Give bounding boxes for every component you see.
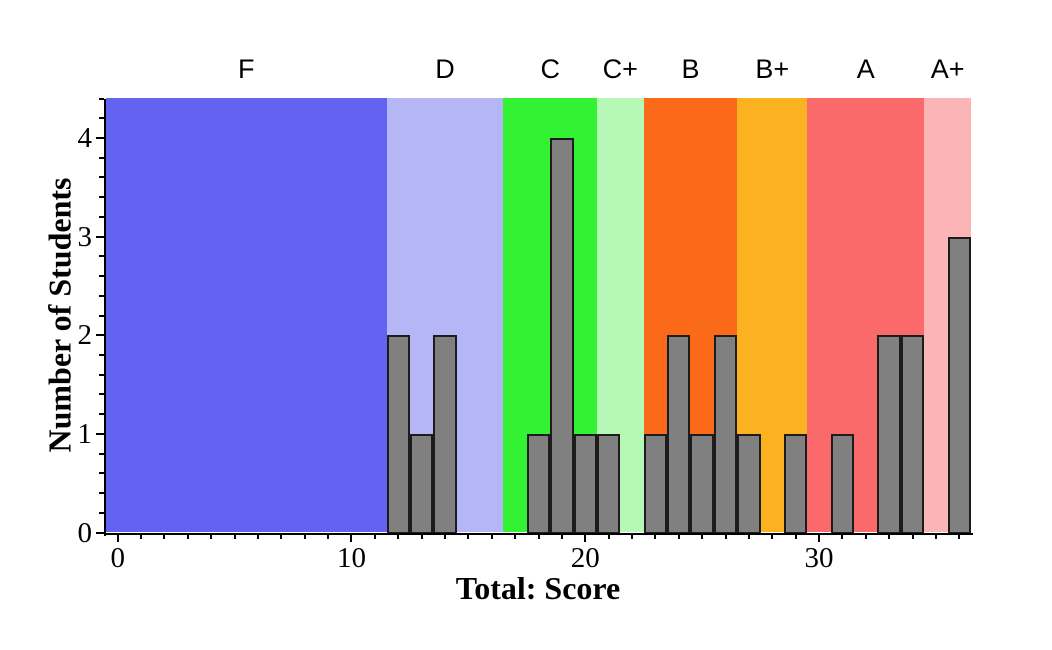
histogram-bar-score-29 <box>783 433 808 535</box>
histogram-bar-score-33 <box>877 335 901 535</box>
x-minor-tick <box>163 534 166 539</box>
y-major-tick <box>96 432 104 435</box>
y-minor-tick <box>99 255 104 258</box>
x-minor-tick <box>771 534 774 539</box>
histogram-bar-score-24 <box>667 335 691 535</box>
grade-label-d: D <box>435 54 455 84</box>
x-minor-tick <box>934 534 937 539</box>
histogram-bar-score-23 <box>643 433 668 535</box>
y-minor-tick <box>99 294 104 297</box>
histogram-bar-score-18 <box>526 433 551 535</box>
y-tick-label-0: 0 <box>77 516 93 549</box>
x-major-tick <box>584 534 587 542</box>
y-minor-tick <box>99 492 104 495</box>
x-minor-tick <box>373 534 376 539</box>
x-tick-label-20: 20 <box>570 542 600 574</box>
histogram-bar-score-25 <box>690 433 714 535</box>
histogram-bar-score-31 <box>830 433 855 535</box>
histogram-bar-score-13 <box>409 433 434 535</box>
x-minor-tick <box>233 534 236 539</box>
y-major-tick <box>96 136 104 139</box>
x-minor-tick <box>186 534 189 539</box>
x-minor-tick <box>467 534 470 539</box>
y-minor-tick <box>99 176 104 179</box>
grade-label-a: A <box>856 54 875 84</box>
y-major-tick <box>96 531 104 534</box>
grade-label-a-plus: A+ <box>930 54 965 84</box>
y-major-tick <box>96 334 104 337</box>
y-minor-tick <box>99 314 104 317</box>
y-minor-tick <box>99 393 104 396</box>
x-minor-tick <box>443 534 446 539</box>
x-minor-tick <box>280 534 283 539</box>
x-minor-tick <box>210 534 213 539</box>
grade-band-f <box>106 98 387 532</box>
x-minor-tick <box>654 534 657 539</box>
y-minor-tick <box>99 452 104 455</box>
x-minor-tick <box>397 534 400 539</box>
grade-label-b-plus: B+ <box>755 54 790 84</box>
x-minor-tick <box>490 534 493 539</box>
x-minor-tick <box>864 534 867 539</box>
y-minor-tick <box>99 117 104 120</box>
histogram-bar-score-12 <box>386 335 410 535</box>
histogram-bar-score-21 <box>596 433 621 535</box>
y-minor-tick <box>99 275 104 278</box>
histogram-bar-score-34 <box>900 335 925 535</box>
x-major-tick <box>116 534 119 542</box>
y-minor-tick <box>99 511 104 514</box>
y-minor-tick <box>99 156 104 159</box>
histogram-bar-score-27 <box>737 433 761 535</box>
y-minor-tick <box>99 413 104 416</box>
x-minor-tick <box>958 534 961 539</box>
histogram-bar-score-14 <box>433 335 457 535</box>
x-minor-tick <box>303 534 306 539</box>
x-major-tick <box>818 534 821 542</box>
x-minor-tick <box>701 534 704 539</box>
y-minor-tick <box>99 196 104 199</box>
y-tick-label-4: 4 <box>77 121 93 154</box>
x-minor-tick <box>724 534 727 539</box>
y-minor-tick <box>99 97 104 100</box>
x-minor-tick <box>888 534 891 539</box>
y-tick-label-2: 2 <box>77 319 93 352</box>
y-minor-tick <box>99 373 104 376</box>
x-minor-tick <box>677 534 680 539</box>
x-tick-label-10: 10 <box>336 542 366 574</box>
x-minor-tick <box>560 534 563 539</box>
x-minor-tick <box>327 534 330 539</box>
x-minor-tick <box>420 534 423 539</box>
x-minor-tick <box>140 534 143 539</box>
x-minor-tick <box>911 534 914 539</box>
x-minor-tick <box>747 534 750 539</box>
x-minor-tick <box>514 534 517 539</box>
grade-label-c-plus: C+ <box>602 54 638 84</box>
y-major-tick <box>96 235 104 238</box>
y-tick-label-1: 1 <box>77 417 93 450</box>
y-minor-tick <box>99 215 104 218</box>
y-tick-label-3: 3 <box>77 220 93 253</box>
y-axis-spine <box>103 98 106 536</box>
x-axis-title: Total: Score <box>455 570 621 606</box>
histogram-bar-score-26 <box>713 335 738 535</box>
histogram-bar-score-20 <box>573 433 597 535</box>
grade-label-c: C <box>540 54 560 84</box>
x-minor-tick <box>631 534 633 539</box>
x-major-tick <box>350 534 353 542</box>
y-minor-tick <box>99 472 104 475</box>
x-axis-spine <box>103 532 973 535</box>
y-minor-tick <box>99 353 104 356</box>
x-minor-tick <box>537 534 540 539</box>
histogram-bar-score-19 <box>550 137 574 535</box>
x-minor-tick <box>841 534 844 539</box>
grade-label-f: F <box>238 54 255 84</box>
x-tick-label-30: 30 <box>804 542 834 574</box>
x-minor-tick <box>256 534 259 539</box>
grade-label-b: B <box>681 54 700 84</box>
x-tick-label-0: 0 <box>110 542 125 574</box>
x-minor-tick <box>607 534 610 539</box>
x-minor-tick <box>794 534 797 539</box>
histogram-bar-score-36 <box>947 236 971 535</box>
